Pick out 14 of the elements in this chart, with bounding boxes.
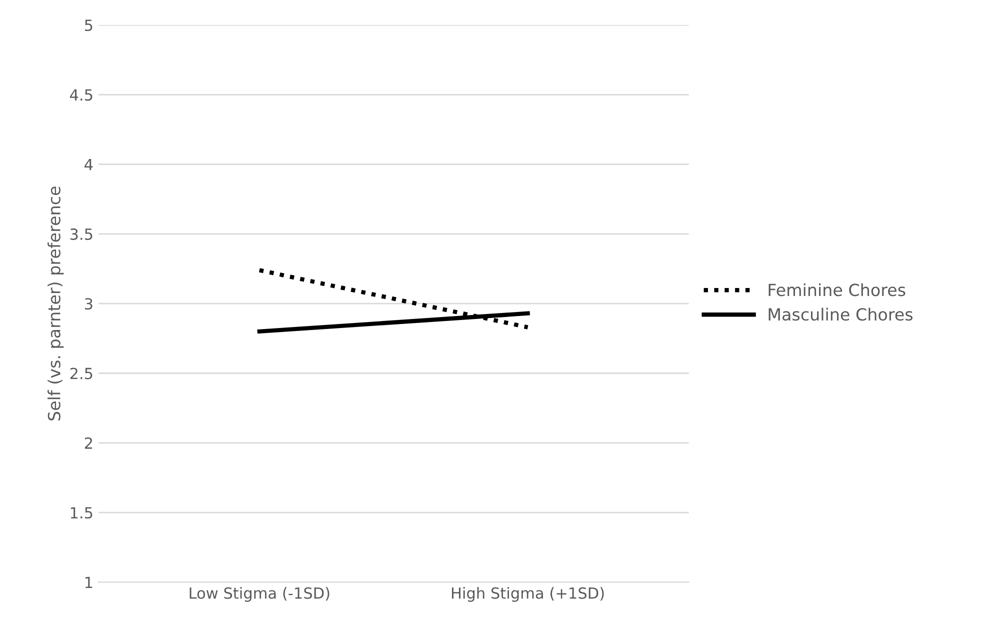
y-axis-title: Self (vs. parnter) preference bbox=[48, 186, 64, 420]
y-tick-label: 4.5 bbox=[70, 89, 92, 101]
x-tick-label: High Stigma (+1SD) bbox=[452, 587, 604, 602]
y-tick-label: 3.5 bbox=[70, 228, 92, 240]
legend-label: Masculine Chores bbox=[768, 308, 913, 321]
y-tick-label: 1.5 bbox=[70, 507, 92, 519]
y-tick-label: 4 bbox=[84, 158, 93, 170]
y-tick-label: 5 bbox=[85, 20, 92, 32]
x-tick-label: Low Stigma (-1SD) bbox=[190, 587, 330, 602]
legend-label: Feminine Chores bbox=[768, 283, 906, 296]
y-tick-label: 2 bbox=[84, 437, 92, 449]
y-tick-label: 1 bbox=[85, 576, 92, 588]
y-tick-label: 3 bbox=[84, 298, 92, 310]
y-tick-label: 2.5 bbox=[70, 368, 92, 380]
